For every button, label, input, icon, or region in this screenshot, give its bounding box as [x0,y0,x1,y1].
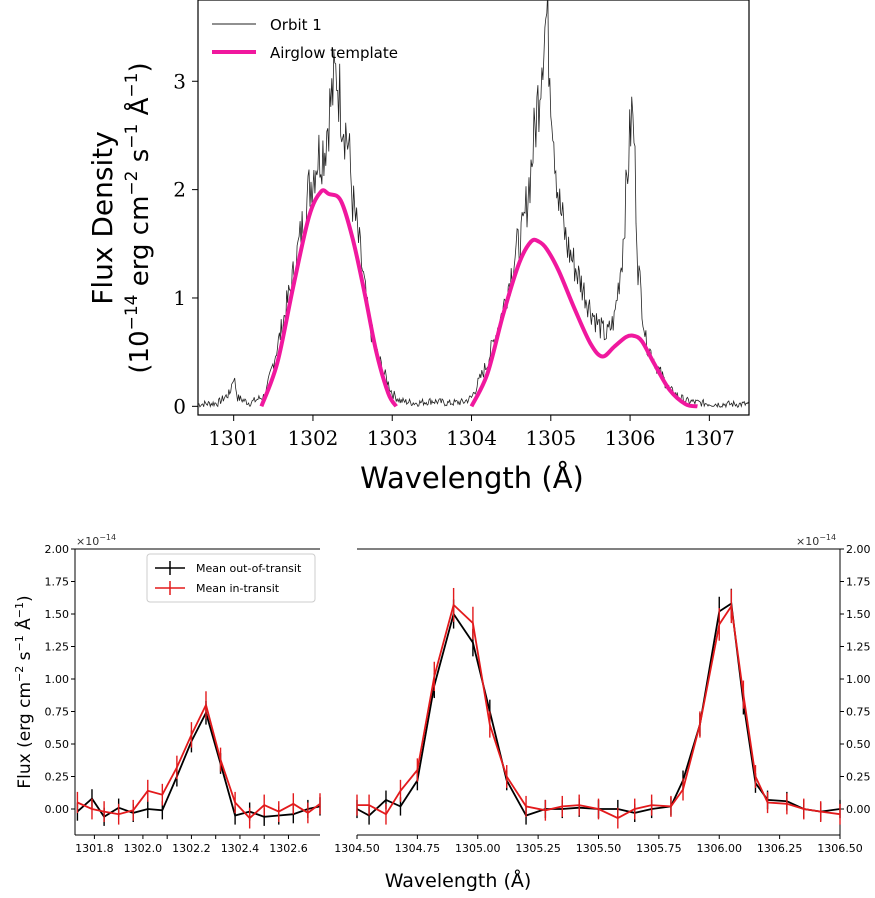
bottom-x-tick-label: 1305.50 [576,842,622,855]
top-series-group [197,0,750,409]
bottom-legend-box [146,553,316,603]
top-y-tick-label: 1 [173,286,186,310]
top-spectrum-plot: 1301 1302 1303 1304 1305 1306 1307 0 1 2 3 Orbit … [86,0,750,495]
legend-label-out-transit: Mean out-of-transit [196,562,302,575]
bottom-x-tick-label: 1305.25 [515,842,561,855]
bottom-x-tick-label: 1301.8 [75,842,114,855]
bottom-y-tick-label: 1.00 [45,673,70,686]
top-y-tick-label: 0 [173,394,186,418]
top-plot-frame [197,0,750,416]
top-y-tick-label: 2 [173,178,186,202]
bottom-y-tick-label: 0.00 [846,803,871,816]
bottom-left-ticks: 1301.8 1302.0 1302.2 1302.4 1302.6 0.00 0.25 0.… [45,543,308,855]
bottom-x-tick-label: 1305.75 [636,842,682,855]
bottom-y-tick-label: 1.25 [45,641,70,654]
orbit-1-line [197,0,750,409]
bottom-y-tick-label: 2.00 [45,543,70,556]
bottom-x-tick-label: 1306.25 [757,842,803,855]
bottom-right-offset-text: ×10−14 [796,533,836,548]
top-x-tick-label: 1302 [288,426,339,450]
top-y-ticks: 0 1 2 3 [173,69,198,418]
bottom-y-tick-label: 2.00 [846,543,871,556]
out-transit-line [76,710,321,819]
top-y-tick-label: 3 [173,69,186,93]
top-x-tick-label: 1306 [605,426,656,450]
bottom-y-axis-label: Flux (erg cm−2 s−1 Å−1) [13,595,35,788]
bottom-x-tick-label: 1302.6 [269,842,308,855]
bottom-left-series [76,691,321,829]
airglow-template-line-1 [469,237,698,409]
bottom-y-tick-label: 1.25 [846,641,871,654]
bottom-right-series [356,587,841,829]
bottom-y-tick-label: 0.00 [45,803,70,816]
bottom-x-tick-label: 1306.50 [817,842,863,855]
bottom-x-tick-label: 1304.75 [395,842,441,855]
top-x-tick-label: 1305 [525,426,576,450]
bottom-y-tick-label: 1.75 [45,576,70,589]
top-y-axis-label-line2: (10−14 erg cm−2 s−1 Å−1) [122,62,155,373]
airglow-template-line-0 [259,188,398,408]
bottom-y-tick-label: 0.50 [846,738,871,751]
bottom-left-offset-text: ×10−14 [76,533,116,548]
bottom-y-tick-label: 1.50 [846,608,871,621]
legend-label-orbit: Orbit 1 [270,16,322,34]
top-x-tick-label: 1303 [367,426,418,450]
bottom-right-ticks: 1304.50 1304.75 1305.00 1305.25 1305.50 1305.… [334,543,870,855]
bottom-y-tick-label: 1.75 [846,576,871,589]
top-legend: Orbit 1 Airglow template [212,16,398,62]
bottom-x-tick-label: 1302.2 [172,842,211,855]
bottom-x-axis-label: Wavelength (Å) [385,869,532,892]
bottom-transit-plot: 1301.8 1302.0 1302.2 1302.4 1302.6 0.00 0.25 0.… [13,533,871,892]
legend-label-in-transit: Mean in-transit [196,582,280,595]
bottom-y-tick-label: 0.25 [846,771,871,784]
top-x-tick-label: 1307 [684,426,735,450]
in-transit-line [77,702,321,820]
bottom-legend: Mean out-of-transit Mean in-transit [146,553,316,603]
top-x-tick-label: 1301 [208,426,259,450]
in-transit-line [357,603,841,820]
top-x-ticks: 1301 1302 1303 1304 1305 1306 1307 [208,415,735,450]
out-transit-line [356,602,841,817]
bottom-y-tick-label: 1.50 [45,608,70,621]
bottom-y-tick-label: 0.75 [45,706,70,719]
bottom-x-tick-label: 1306.00 [697,842,743,855]
top-x-tick-label: 1304 [446,426,497,450]
bottom-x-tick-label: 1302.4 [221,842,260,855]
top-x-axis-label: Wavelength (Å) [360,461,584,495]
bottom-y-tick-label: 0.50 [45,738,70,751]
bottom-y-tick-label: 0.25 [45,771,70,784]
bottom-y-tick-label: 0.75 [846,706,871,719]
legend-label-template: Airglow template [270,44,398,62]
bottom-x-tick-label: 1305.00 [455,842,501,855]
bottom-x-tick-label: 1302.0 [124,842,163,855]
bottom-x-tick-label: 1304.50 [334,842,380,855]
bottom-y-tick-label: 1.00 [846,673,871,686]
top-y-axis-label-line1: Flux Density [86,131,119,305]
